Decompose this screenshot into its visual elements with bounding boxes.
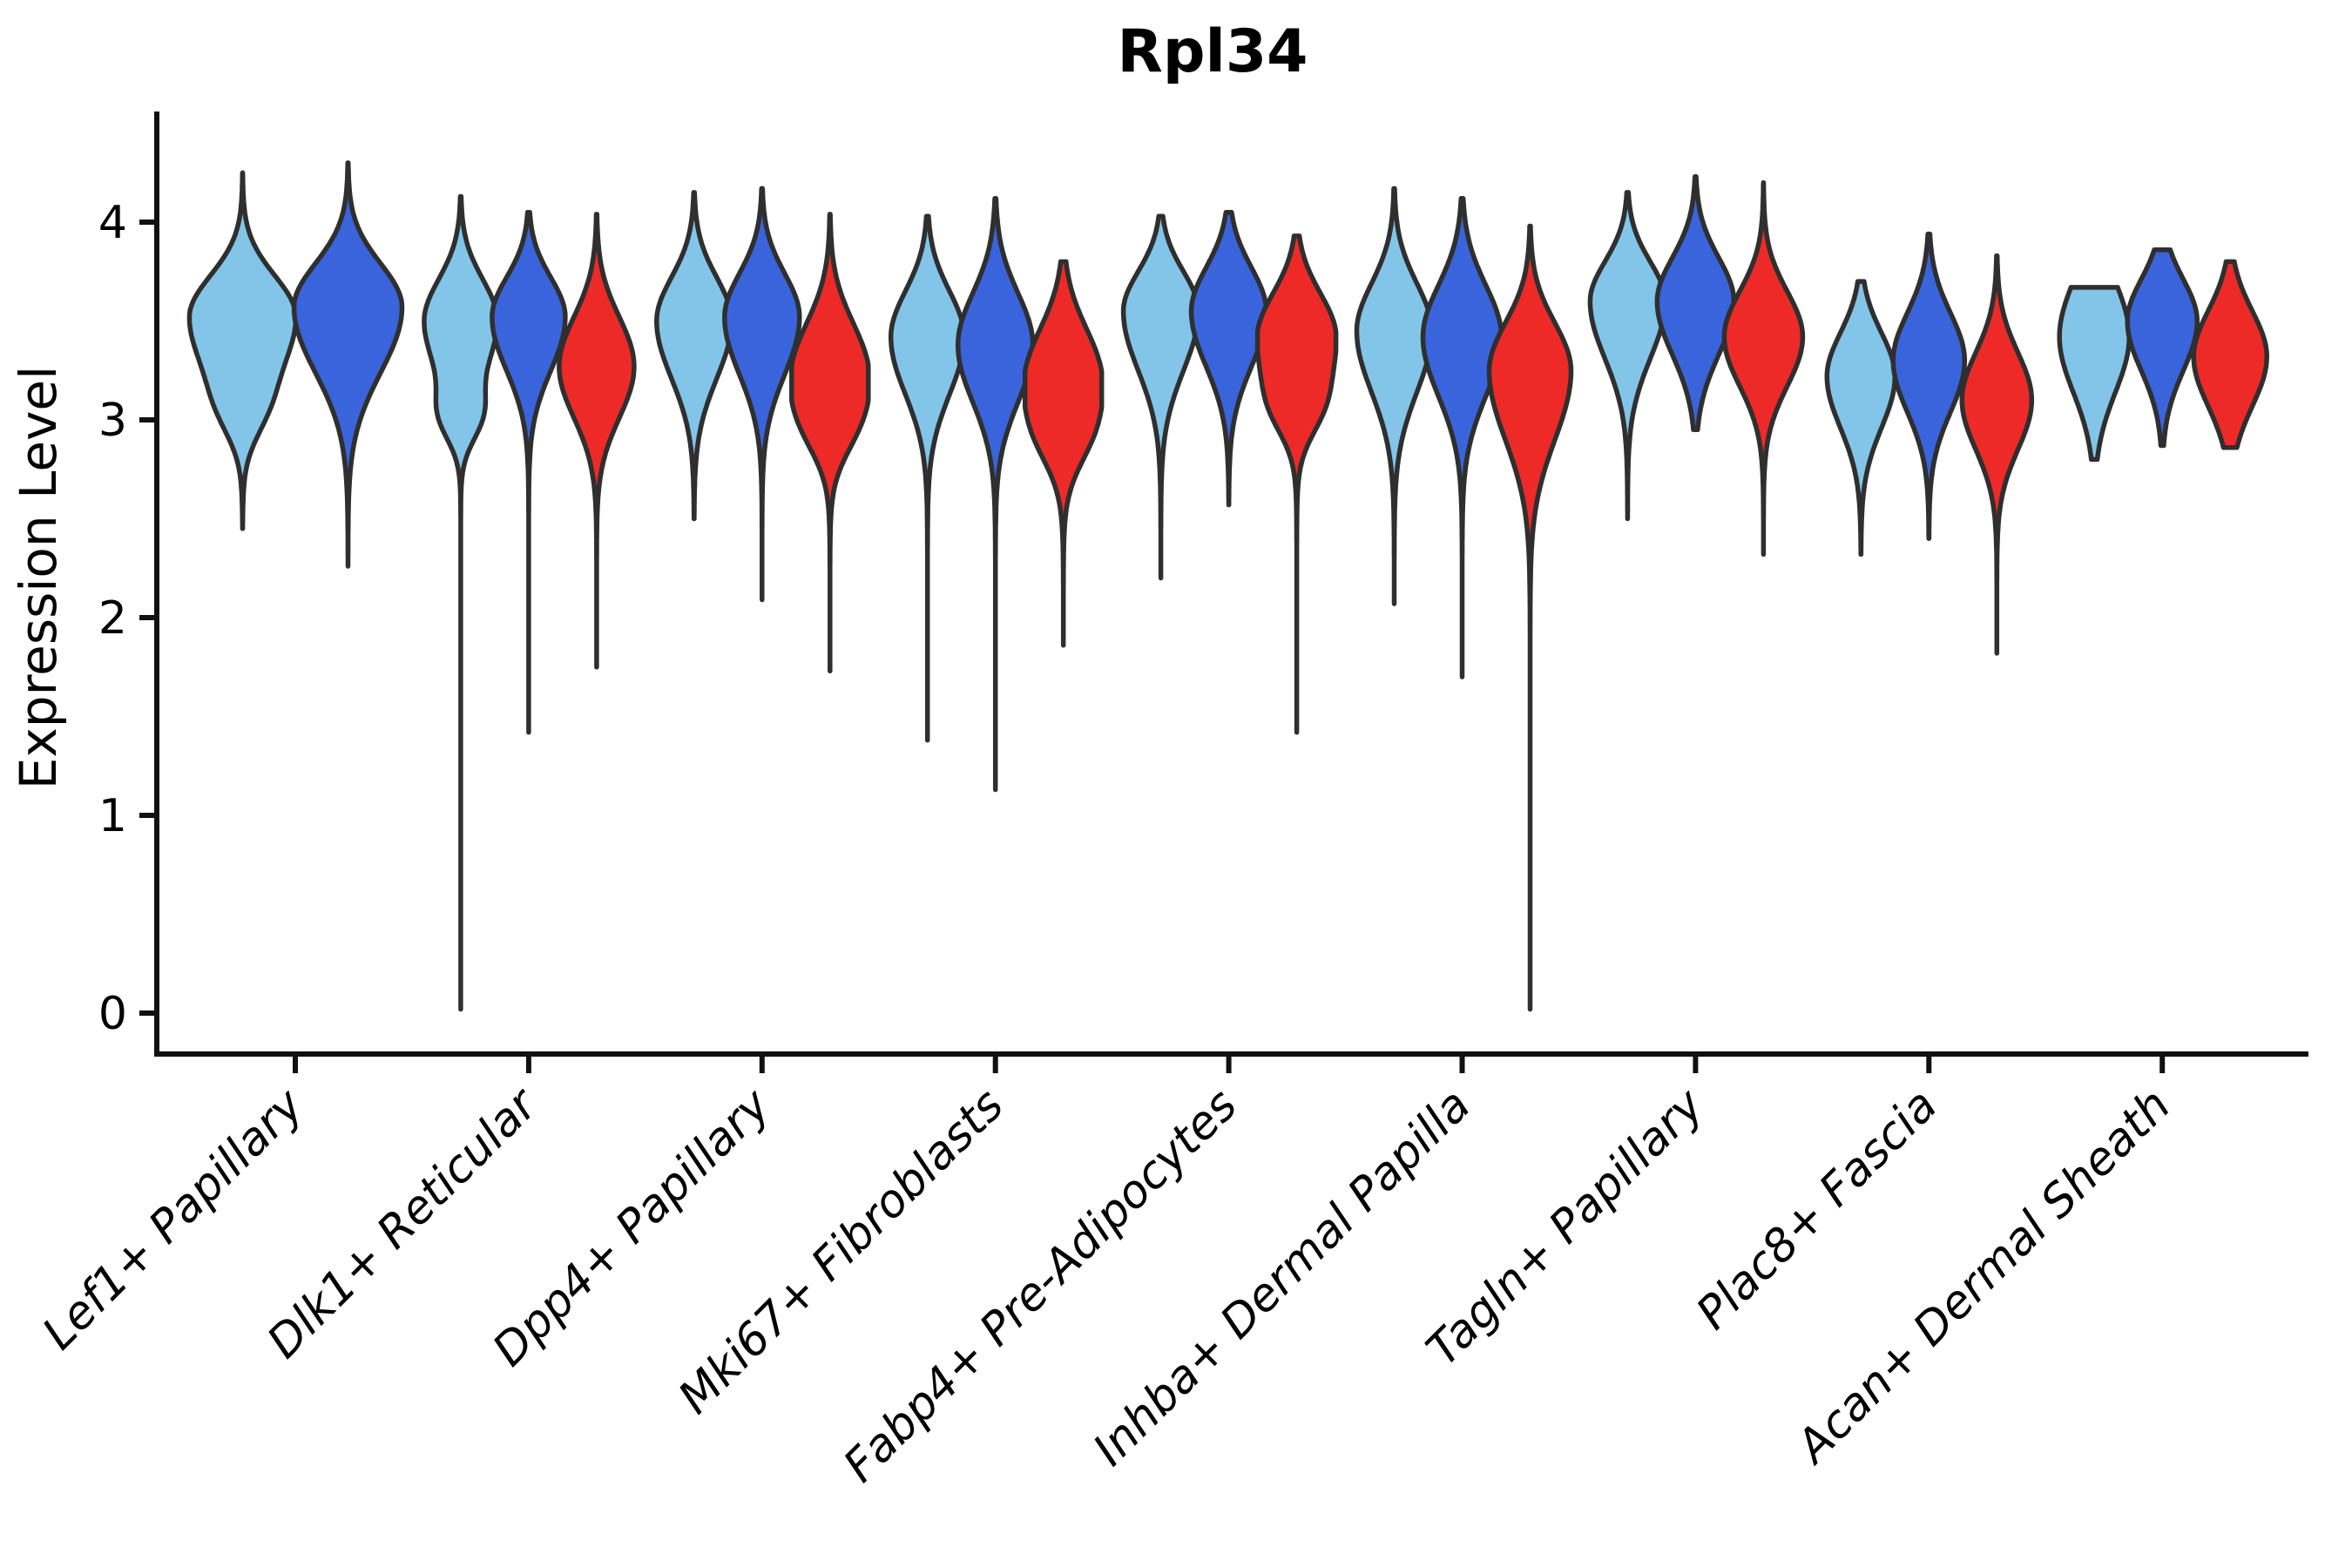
violin-group-0 <box>186 160 405 569</box>
violin-5-dark_blue <box>1420 196 1504 679</box>
violin-7-light_blue <box>1824 279 1898 558</box>
violin-group-1 <box>422 193 637 1012</box>
violin-5-red <box>1486 223 1574 1012</box>
violin-1-dark_blue <box>490 209 568 735</box>
violin-2-dark_blue <box>722 186 802 603</box>
violin-6-red <box>1721 179 1806 558</box>
violin-0-light_blue <box>186 170 299 531</box>
x-tick-label-8: Acan+ Dermal Sheath <box>1785 1079 2180 1475</box>
violin-0-dark_blue <box>291 160 405 569</box>
violin-3-red <box>1022 259 1105 648</box>
violin-7-dark_blue <box>1890 231 1968 541</box>
y-tick-labels: 0 1 2 3 4 <box>98 197 157 1040</box>
violin-4-dark_blue <box>1188 209 1269 508</box>
x-tick-label-4: Fabp4+ Pre-Adipocytes <box>834 1079 1247 1493</box>
violin-1-light_blue <box>422 193 500 1012</box>
y-tick-label-2: 2 <box>98 592 127 645</box>
violin-8-dark_blue <box>2125 247 2200 449</box>
violin-group-4 <box>1120 209 1339 735</box>
x-tick-label-5: Inhba+ Dermal Papilla <box>1084 1079 1481 1477</box>
violin-group-6 <box>1587 174 1806 558</box>
violin-4-light_blue <box>1120 213 1201 581</box>
violin-3-light_blue <box>888 213 967 743</box>
violin-group-3 <box>888 196 1105 793</box>
y-tick-label-3: 3 <box>98 395 127 447</box>
violins-layer <box>186 160 2269 1012</box>
violin-3-dark_blue <box>955 196 1036 793</box>
plot-title: Rpl34 <box>1118 17 1308 86</box>
violin-2-red <box>789 212 871 674</box>
violin-7-red <box>1959 253 2035 656</box>
y-axis-label: Expression Level <box>9 366 68 789</box>
axes-layer <box>154 112 2308 1057</box>
violin-5-light_blue <box>1354 186 1435 606</box>
violin-2-light_blue <box>654 190 734 522</box>
violin-group-7 <box>1824 231 2035 656</box>
y-tick-label-1: 1 <box>98 790 127 842</box>
x-tick-label-7: Plac8+ Fascia <box>1686 1079 1947 1340</box>
axis-spines <box>154 112 2308 1057</box>
violin-group-2 <box>654 186 871 674</box>
violin-8-light_blue <box>2057 285 2132 463</box>
violin-group-8 <box>2057 247 2269 463</box>
violin-8-red <box>2191 259 2269 450</box>
violin-6-light_blue <box>1587 190 1668 522</box>
violin-6-dark_blue <box>1654 174 1737 433</box>
violin-1-red <box>557 212 637 670</box>
y-tick-label-0: 0 <box>98 988 127 1040</box>
violin-4-red <box>1254 233 1339 735</box>
y-tick-label-4: 4 <box>98 197 127 249</box>
violin-group-5 <box>1354 186 1574 1012</box>
